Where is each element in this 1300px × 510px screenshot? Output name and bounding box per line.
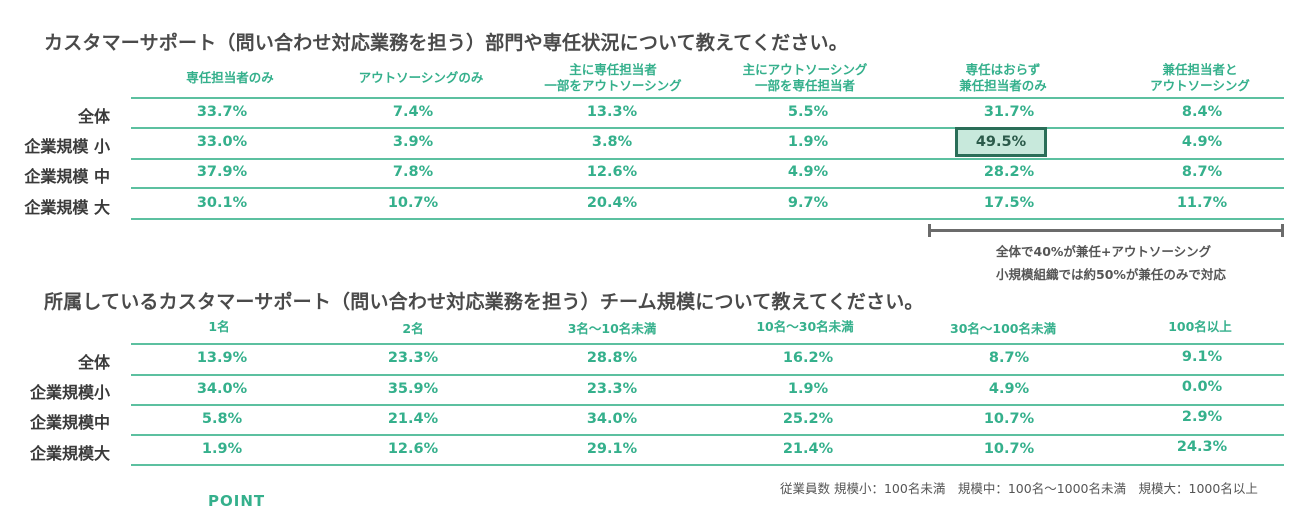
table2-row-label: 企業規模小 <box>29 383 110 402</box>
table2-cell: 4.9% <box>988 381 1030 397</box>
table2-divider <box>131 343 1284 345</box>
table1-cell: 3.9% <box>392 134 434 150</box>
table2-row-label: 企業規模大 <box>29 444 110 463</box>
table2-row-label: 全体 <box>77 353 110 372</box>
table1-title: カスタマーサポート（問い合わせ対応業務を担う）部門や専任状況について教えてくださ… <box>44 32 848 54</box>
table2-divider <box>131 464 1284 466</box>
table1-cell: 33.0% <box>196 134 248 150</box>
table2-cell: 23.3% <box>586 381 638 397</box>
table1-row-label: 全体 <box>77 107 110 126</box>
table1-cell: 11.7% <box>1176 195 1228 211</box>
table1-cell: 33.7% <box>196 104 248 120</box>
table1-highlight-box <box>955 127 1047 157</box>
table1-row-label: 企業規模 小 <box>24 137 110 156</box>
table1-divider <box>131 158 1284 160</box>
table1-header-5: 専任はおらず 兼任担当者のみ <box>959 62 1047 94</box>
table1-cell: 1.9% <box>787 134 829 150</box>
table1-divider <box>131 187 1284 189</box>
table2-cell: 28.8% <box>586 350 638 366</box>
table1-cell: 7.8% <box>392 164 434 180</box>
table1-cell: 8.4% <box>1181 104 1223 120</box>
table2-cell: 35.9% <box>387 381 439 397</box>
table1-cell: 5.5% <box>787 104 829 120</box>
table1-cell: 8.7% <box>1181 164 1223 180</box>
table1-row-label: 企業規模 中 <box>24 167 110 186</box>
table2-header-1: 1名 <box>208 319 230 334</box>
table1-header-1-line1: 専任担当者のみ <box>186 70 274 85</box>
summary-note-line1: 全体で40%が兼任+アウトソーシング <box>996 244 1212 259</box>
table1-header-4-line2: 一部を専任担当者 <box>754 78 856 93</box>
table2-cell: 25.2% <box>782 411 834 427</box>
table2-cell: 21.4% <box>782 441 834 457</box>
table2-divider <box>131 434 1284 436</box>
table1-cell: 3.8% <box>591 134 633 150</box>
table1-header-3: 主に専任担当者 一部をアウトソーシング <box>544 62 681 94</box>
table1-header-2-line1: アウトソーシングのみ <box>358 70 484 85</box>
table2-cell: 13.9% <box>196 350 248 366</box>
table1-cell: 20.4% <box>586 195 638 211</box>
table2-divider <box>131 404 1284 406</box>
table1-header-2: アウトソーシングのみ <box>359 70 484 86</box>
table2-cell: 5.8% <box>201 411 243 427</box>
table2-cell: 21.4% <box>387 411 439 427</box>
table1-divider <box>131 218 1284 220</box>
table1-cell: 13.3% <box>586 104 638 120</box>
table2-cell: 16.2% <box>782 350 834 366</box>
table1-header-6: 兼任担当者と アウトソーシング <box>1150 62 1250 94</box>
table1-header-4-line1: 主にアウトソーシング <box>742 62 868 77</box>
table1-header-6-line1: 兼任担当者と <box>1162 62 1238 77</box>
table1-cell: 31.7% <box>983 104 1035 120</box>
table2-divider <box>131 374 1284 376</box>
table1-cell: 7.4% <box>392 104 434 120</box>
table2-cell: 24.3% <box>1176 439 1228 455</box>
table2-row-label: 企業規模中 <box>29 413 110 432</box>
table1-divider <box>131 97 1284 99</box>
table2-cell: 10.7% <box>983 411 1035 427</box>
table2-header-2: 2名 <box>402 321 424 336</box>
table2-header-5: 30名～100名未満 <box>950 321 1056 336</box>
table2-cell: 10.7% <box>983 441 1035 457</box>
table2-cell: 34.0% <box>196 381 248 397</box>
table1-highlighted-cell: 49.5% <box>975 134 1027 150</box>
table2-cell: 9.1% <box>1181 349 1223 365</box>
table2-cell: 23.3% <box>387 350 439 366</box>
table1-cell: 9.7% <box>787 195 829 211</box>
table1-header-3-line2: 一部をアウトソーシング <box>544 78 682 93</box>
table2-header-4: 10名～30名未満 <box>756 319 854 334</box>
table1-cell: 17.5% <box>983 195 1035 211</box>
point-label: POINT <box>208 492 266 510</box>
table2-title: 所属しているカスタマーサポート（問い合わせ対応業務を担う）チーム規模について教え… <box>44 291 924 313</box>
table1-cell: 10.7% <box>387 195 439 211</box>
table1-cell: 28.2% <box>983 164 1035 180</box>
table2-header-6: 100名以上 <box>1168 319 1232 334</box>
table2-cell: 8.7% <box>988 350 1030 366</box>
summary-note-line2: 小規模組織では約50%が兼任のみで対応 <box>996 267 1226 282</box>
table2-cell: 29.1% <box>586 441 638 457</box>
table1-row-label: 企業規模 大 <box>24 198 110 217</box>
table1-header-1: 専任担当者のみ <box>186 70 274 86</box>
table1-cell: 30.1% <box>196 195 248 211</box>
table1-cell: 12.6% <box>586 164 638 180</box>
table1-header-5-line2: 兼任担当者のみ <box>959 78 1047 93</box>
table1-header-6-line2: アウトソーシング <box>1150 78 1250 93</box>
range-bracket <box>928 224 1284 237</box>
table2-cell: 34.0% <box>586 411 638 427</box>
table2-cell: 0.0% <box>1181 379 1223 395</box>
table2-header-3: 3名～10名未満 <box>567 321 657 336</box>
table1-header-3-line1: 主に専任担当者 <box>569 62 657 77</box>
table1-cell: 4.9% <box>787 164 829 180</box>
table1-header-4: 主にアウトソーシング 一部を専任担当者 <box>743 62 868 94</box>
table2-cell: 12.6% <box>387 441 439 457</box>
table1-header-5-line1: 専任はおらず <box>965 62 1041 77</box>
table1-cell: 37.9% <box>196 164 248 180</box>
table2-cell: 1.9% <box>201 441 243 457</box>
table1-divider <box>131 127 1284 129</box>
table2-cell: 2.9% <box>1181 409 1223 425</box>
table1-cell: 4.9% <box>1181 134 1223 150</box>
employee-size-footnote: 従業員数 規模小：100名未満 規模中：100名～1000名未満 規模大：100… <box>780 481 1258 496</box>
table2-cell: 1.9% <box>787 381 829 397</box>
